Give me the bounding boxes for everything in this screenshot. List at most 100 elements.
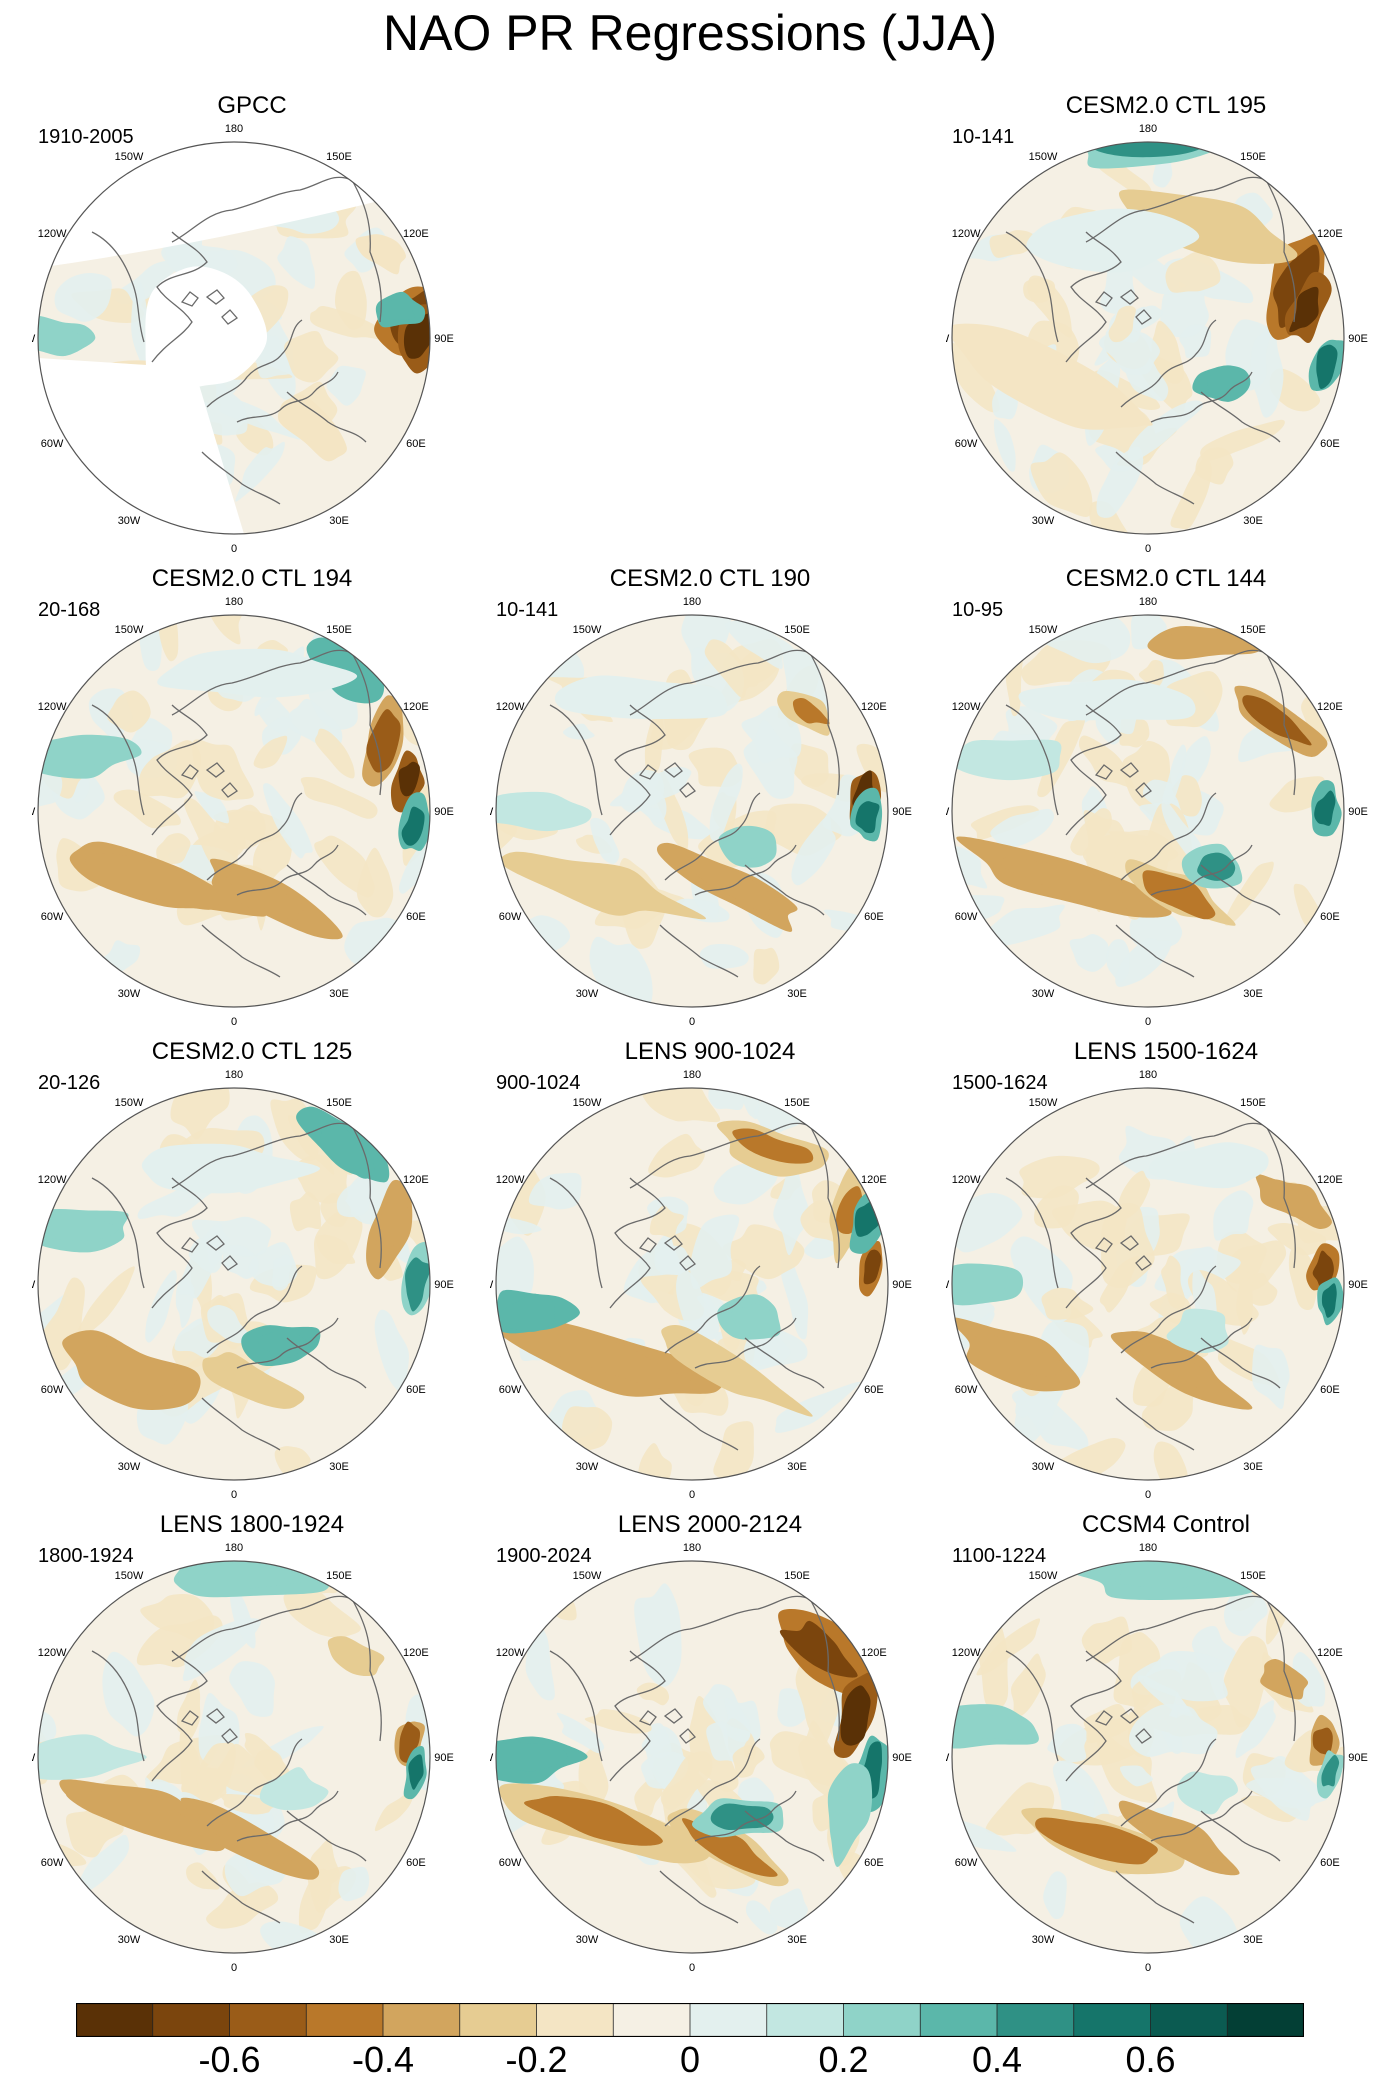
anomaly-blob: [1225, 1240, 1287, 1293]
coastline: [679, 1728, 696, 1744]
figure-title: NAO PR Regressions (JJA): [382, 5, 998, 61]
anomaly-blob: [213, 809, 286, 843]
coastline: [1265, 179, 1296, 323]
anomaly-blob: [528, 1172, 582, 1210]
lon-label: 30E: [1243, 988, 1263, 1000]
coastline: [206, 1265, 303, 1354]
lon-label: 90E: [434, 333, 454, 345]
coastline: [221, 1255, 238, 1271]
anomaly-blob: [398, 761, 420, 797]
coastline: [351, 1125, 382, 1269]
anomaly-blob: [1047, 1723, 1089, 1763]
anomaly-blob: [38, 748, 63, 807]
lon-label: 180: [225, 1542, 243, 1554]
anomaly-blob: [1098, 332, 1160, 375]
anomaly-blob: [636, 1682, 670, 1706]
coastline: [1135, 782, 1152, 798]
lon-label: 150E: [326, 1097, 352, 1109]
colorbar-tick-label: 0.6: [1125, 2039, 1176, 2080]
anomaly-blob: [300, 777, 378, 819]
anomaly-blob: [584, 1709, 652, 1734]
lon-label: 90W: [32, 333, 36, 345]
anomaly-blob: [150, 1149, 264, 1182]
anomaly-blob: [1269, 776, 1326, 813]
panel-period: 10-141: [952, 126, 1015, 148]
anomaly-blob: [1037, 717, 1086, 798]
colorbar: [76, 2003, 1304, 2037]
anomaly-blob: [196, 1742, 236, 1805]
anomaly-blob: [1129, 1703, 1218, 1757]
anomaly-blob: [637, 1443, 672, 1480]
coastline: [151, 231, 208, 363]
lon-label: 30W: [118, 988, 141, 1000]
anomaly-blob: [74, 1834, 130, 1897]
anomaly-blob: [732, 1745, 765, 1778]
lon-label: 0: [1145, 1962, 1151, 1971]
map-boundary: [495, 1560, 889, 1954]
coastline: [744, 1810, 825, 1862]
anomaly-blob: [791, 815, 836, 886]
lon-label: 90E: [434, 1752, 454, 1764]
anomaly-blob: [285, 400, 333, 446]
anomaly-blob: [769, 1731, 853, 1787]
anomaly-blob: [1187, 1778, 1232, 1804]
lon-label: 60E: [864, 1384, 884, 1396]
coastline: [1005, 1650, 1059, 1762]
anomaly-blob: [335, 270, 367, 330]
lon-label: 90E: [1348, 1752, 1368, 1764]
anomaly-blob: [993, 419, 1016, 472]
coastline: [151, 1177, 208, 1309]
anomaly-blob: [977, 904, 1065, 947]
coastline: [1200, 1337, 1281, 1389]
anomaly-blob: [545, 862, 663, 909]
coastline: [663, 1235, 683, 1251]
lon-label: 30W: [1032, 988, 1055, 1000]
colorbar-swatch: [1073, 2003, 1152, 2037]
anomaly-blob: [1161, 1255, 1186, 1309]
coastline: [221, 782, 238, 798]
anomaly-blob: [38, 325, 84, 353]
panel-title: CESM2.0 CTL 195: [1065, 92, 1267, 119]
coastline: [1200, 864, 1281, 916]
map-field: [496, 1088, 888, 1480]
lon-label: 60E: [406, 1857, 426, 1869]
map-boundary: [37, 1087, 431, 1481]
colorbar-swatch: [305, 2003, 384, 2037]
lon-label: 30W: [1032, 1461, 1055, 1473]
anomaly-blob: [1195, 447, 1234, 485]
anomaly-blob: [792, 698, 830, 725]
anomaly-blob: [496, 1236, 534, 1297]
lon-label: 0: [1145, 543, 1151, 552]
lon-label: 0: [231, 1016, 237, 1025]
coastline: [180, 291, 199, 307]
anomaly-blob: [1139, 1343, 1227, 1397]
panel-period: 20-168: [38, 599, 101, 621]
lon-label: 30E: [787, 988, 807, 1000]
anomaly-blob: [753, 947, 780, 985]
panel-title: LENS 1800-1924: [159, 1511, 345, 1538]
anomaly-blob: [374, 1309, 409, 1394]
coastline: [151, 704, 208, 836]
anomaly-blob: [403, 313, 430, 359]
panel-lens1500: 180 150W 120W 90W 60W 30W 0 30E 60E 90E 120E 150E LE…: [946, 1038, 1380, 1498]
anomaly-blob: [795, 1658, 839, 1746]
panel-gpcc: 180 150W 120W 90W 60W 30W 0 30E 60E 90E 120E 150E GP…: [32, 92, 472, 552]
lon-label: 150W: [1029, 1570, 1058, 1582]
colorbar-swatch: [919, 2003, 998, 2037]
anomaly-blob: [703, 1684, 751, 1742]
lon-label: 60W: [41, 438, 64, 450]
coastline: [1085, 1122, 1267, 1189]
panel-title: GPCC: [217, 92, 287, 119]
lon-label: 30E: [329, 515, 349, 527]
anomaly-blob: [952, 1267, 1008, 1298]
coastline: [171, 1595, 353, 1662]
lon-label: 0: [689, 1016, 695, 1025]
coastline: [664, 1265, 761, 1354]
anomaly-blob: [1314, 790, 1336, 826]
lon-label: 90E: [434, 1279, 454, 1291]
coastline: [206, 319, 303, 408]
anomaly-blob: [1142, 870, 1216, 920]
anomaly-blob: [226, 867, 307, 921]
anomaly-blob: [157, 615, 179, 662]
polar-map: 180 150W 120W 90W 60W 30W 0 30E 60E 90E 120E 150E: [32, 1542, 454, 1971]
